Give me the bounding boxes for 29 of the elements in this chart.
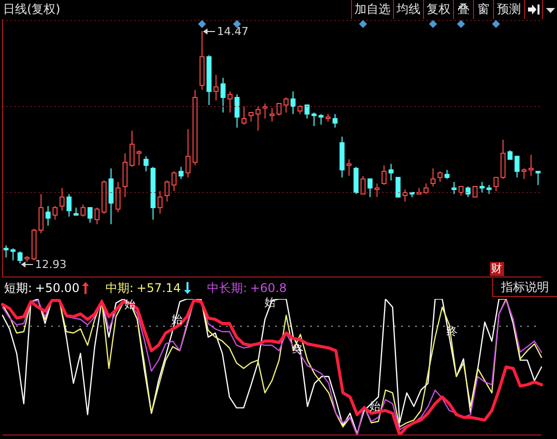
text: 叠 [453,0,473,19]
annotation: 12.93 [35,258,66,270]
text: 指标说明 [492,278,557,297]
candlestick [214,74,219,101]
candlestick [46,206,51,226]
annotation: 财 [490,262,504,276]
annotation: 14.47 [217,24,248,38]
candlestick [108,168,114,225]
text: 预测 [493,0,524,19]
text: 窗 [473,0,493,19]
series-label: 中期: [105,281,134,295]
candlestick [122,152,128,198]
candlestick [158,190,163,214]
candlestick [388,163,394,181]
text: 加自选 [351,0,393,19]
chart-title: 日线(复权) [3,2,60,16]
candlestick [528,154,534,176]
candlestick [340,136,345,178]
candlestick [290,90,296,115]
series-label: 短期: [4,281,32,295]
series-label: 中长期: [206,281,247,295]
annotation: 始 [368,400,382,414]
text: +57.14 [136,281,181,295]
text: +50.00 [35,281,80,295]
candlestick [220,77,226,114]
text: +60.8 [250,281,287,295]
text: 均线 [393,0,423,19]
candlestick [270,108,275,122]
text: 复权 [423,0,453,19]
